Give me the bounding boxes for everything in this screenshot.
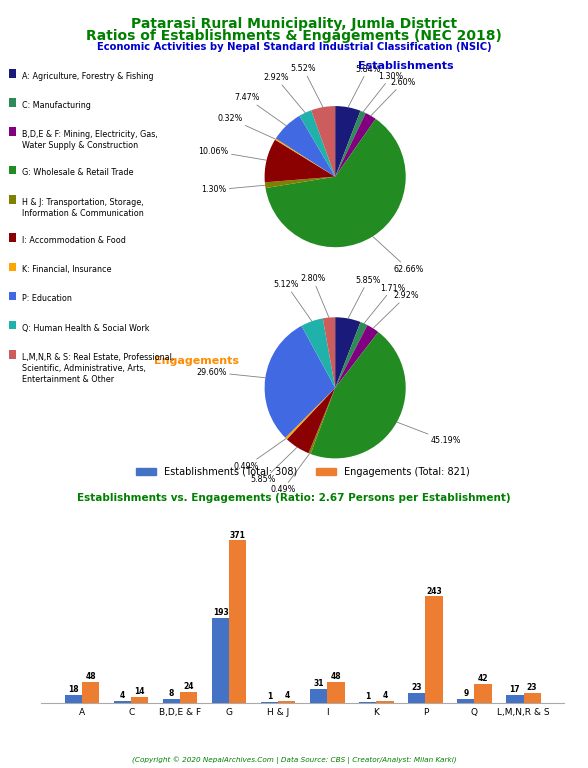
Text: 5.12%: 5.12% bbox=[273, 280, 312, 321]
Text: Ratios of Establishments & Engagements (NEC 2018): Ratios of Establishments & Engagements (… bbox=[86, 29, 502, 43]
Text: G: Wholesale & Retail Trade: G: Wholesale & Retail Trade bbox=[22, 168, 133, 177]
Bar bbox=[310, 689, 328, 703]
Wedge shape bbox=[265, 140, 335, 182]
Text: 5.85%: 5.85% bbox=[250, 447, 297, 485]
Wedge shape bbox=[285, 388, 335, 439]
Bar bbox=[163, 699, 180, 703]
Wedge shape bbox=[335, 322, 368, 388]
Text: 23: 23 bbox=[527, 683, 537, 692]
Bar bbox=[376, 701, 393, 703]
Wedge shape bbox=[335, 106, 360, 177]
Bar bbox=[114, 701, 131, 703]
Text: 5.84%: 5.84% bbox=[348, 65, 380, 108]
Bar bbox=[131, 697, 148, 703]
Text: 0.49%: 0.49% bbox=[270, 454, 310, 495]
Text: I: Accommodation & Food: I: Accommodation & Food bbox=[22, 236, 126, 245]
Text: 1: 1 bbox=[365, 693, 370, 701]
Text: H & J: Transportation, Storage,
Information & Communication: H & J: Transportation, Storage, Informat… bbox=[22, 197, 143, 217]
Text: 9: 9 bbox=[463, 689, 469, 698]
Bar bbox=[457, 699, 475, 703]
Wedge shape bbox=[310, 332, 406, 458]
Text: 1.30%: 1.30% bbox=[201, 185, 265, 194]
Text: 62.66%: 62.66% bbox=[373, 237, 424, 273]
Text: 5.85%: 5.85% bbox=[348, 276, 380, 319]
Text: Engagements: Engagements bbox=[155, 356, 239, 366]
Text: 1.71%: 1.71% bbox=[364, 283, 405, 323]
Text: 48: 48 bbox=[330, 672, 341, 681]
Text: 23: 23 bbox=[412, 683, 422, 692]
Text: 1: 1 bbox=[267, 693, 272, 701]
Text: 193: 193 bbox=[213, 608, 229, 617]
Wedge shape bbox=[287, 388, 335, 453]
Text: 5.52%: 5.52% bbox=[290, 65, 323, 108]
Text: 4: 4 bbox=[382, 691, 387, 700]
Wedge shape bbox=[335, 111, 366, 177]
Text: 8: 8 bbox=[169, 690, 174, 698]
Bar bbox=[65, 695, 82, 703]
Bar bbox=[408, 693, 426, 703]
Text: 24: 24 bbox=[183, 682, 194, 691]
Text: 4: 4 bbox=[120, 691, 125, 700]
Text: Q: Human Health & Social Work: Q: Human Health & Social Work bbox=[22, 323, 149, 333]
Text: 14: 14 bbox=[135, 687, 145, 696]
Wedge shape bbox=[265, 177, 335, 188]
Wedge shape bbox=[323, 317, 335, 388]
Bar bbox=[82, 682, 99, 703]
Wedge shape bbox=[276, 116, 335, 177]
Bar bbox=[426, 597, 443, 703]
Bar bbox=[229, 541, 246, 703]
Wedge shape bbox=[335, 317, 360, 388]
Text: 10.06%: 10.06% bbox=[199, 147, 266, 161]
Text: 1.30%: 1.30% bbox=[363, 71, 404, 112]
Bar bbox=[212, 618, 229, 703]
Text: 45.19%: 45.19% bbox=[397, 422, 461, 445]
Text: 29.60%: 29.60% bbox=[196, 368, 265, 378]
Text: P: Education: P: Education bbox=[22, 294, 72, 303]
Wedge shape bbox=[302, 319, 335, 388]
Text: 2.92%: 2.92% bbox=[263, 73, 305, 113]
Wedge shape bbox=[335, 113, 376, 177]
Wedge shape bbox=[311, 106, 335, 177]
Text: 42: 42 bbox=[478, 674, 488, 684]
Wedge shape bbox=[265, 326, 335, 438]
Text: Establishments vs. Engagements (Ratio: 2.67 Persons per Establishment): Establishments vs. Engagements (Ratio: 2… bbox=[77, 493, 511, 503]
Text: Patarasi Rural Municipality, Jumla District: Patarasi Rural Municipality, Jumla Distr… bbox=[131, 17, 457, 31]
Text: K: Financial, Insurance: K: Financial, Insurance bbox=[22, 265, 111, 274]
Text: 371: 371 bbox=[230, 531, 246, 539]
Text: 2.92%: 2.92% bbox=[373, 291, 419, 328]
Bar bbox=[506, 695, 523, 703]
Legend: Establishments (Total: 308), Engagements (Total: 821): Establishments (Total: 308), Engagements… bbox=[132, 463, 473, 481]
Text: L,M,N,R & S: Real Estate, Professional,
Scientific, Administrative, Arts,
Entert: L,M,N,R & S: Real Estate, Professional, … bbox=[22, 353, 174, 384]
Text: 2.80%: 2.80% bbox=[300, 274, 329, 317]
Wedge shape bbox=[275, 138, 335, 177]
Text: 2.60%: 2.60% bbox=[371, 78, 416, 116]
Text: C: Manufacturing: C: Manufacturing bbox=[22, 101, 91, 110]
Text: B,D,E & F: Mining, Electricity, Gas,
Water Supply & Construction: B,D,E & F: Mining, Electricity, Gas, Wat… bbox=[22, 130, 158, 150]
Wedge shape bbox=[266, 119, 406, 247]
Wedge shape bbox=[299, 111, 335, 177]
Wedge shape bbox=[335, 325, 378, 388]
Text: 17: 17 bbox=[510, 685, 520, 694]
Bar bbox=[523, 693, 541, 703]
Text: 48: 48 bbox=[85, 672, 96, 681]
Bar bbox=[475, 684, 492, 703]
Text: 7.47%: 7.47% bbox=[234, 93, 286, 126]
Text: 0.32%: 0.32% bbox=[217, 114, 275, 139]
Text: 4: 4 bbox=[284, 691, 289, 700]
Text: 0.49%: 0.49% bbox=[233, 439, 286, 471]
Bar bbox=[180, 692, 198, 703]
Text: 31: 31 bbox=[313, 679, 324, 688]
Bar bbox=[278, 701, 295, 703]
Bar bbox=[328, 682, 345, 703]
Text: (Copyright © 2020 NepalArchives.Com | Data Source: CBS | Creator/Analyst: Milan : (Copyright © 2020 NepalArchives.Com | Da… bbox=[132, 756, 456, 764]
Text: 243: 243 bbox=[426, 587, 442, 595]
Text: Economic Activities by Nepal Standard Industrial Classification (NSIC): Economic Activities by Nepal Standard In… bbox=[96, 42, 492, 52]
Wedge shape bbox=[309, 388, 335, 454]
Text: A: Agriculture, Forestry & Fishing: A: Agriculture, Forestry & Fishing bbox=[22, 71, 153, 81]
Text: 18: 18 bbox=[68, 685, 79, 694]
Text: Establishments: Establishments bbox=[358, 61, 453, 71]
